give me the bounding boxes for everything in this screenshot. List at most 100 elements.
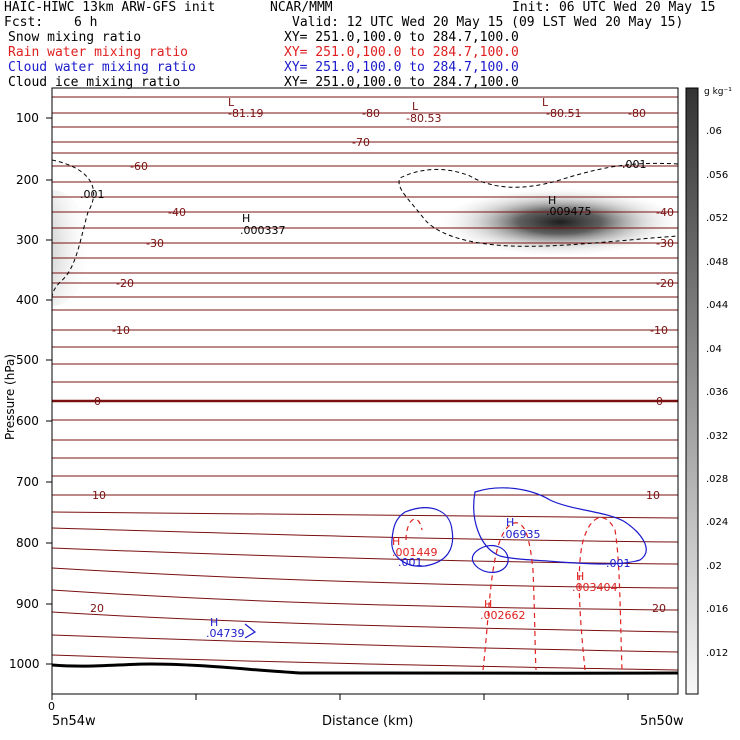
extremum-value: .003404 bbox=[572, 581, 618, 594]
colorbar-tick: .04 bbox=[706, 344, 722, 355]
isotherm-label: 0 bbox=[656, 395, 663, 408]
colorbar-ticks: .06 .056 .052 .048 .044 .04 .036 .032 .0… bbox=[706, 126, 728, 659]
y-tick-label: 500 bbox=[16, 353, 39, 367]
colorbar-unit: g kg⁻¹ bbox=[704, 87, 732, 97]
extremum-kind: H bbox=[242, 212, 250, 225]
y-tick-label: 400 bbox=[16, 293, 39, 307]
extremum-kind: H bbox=[210, 616, 218, 629]
isotherm-label: -40 bbox=[656, 206, 674, 219]
isotherm-labels: -81.19 -80 -80.53 -80.51 -80 -70 -60 -40… bbox=[80, 107, 674, 615]
extrema: L L L H .000337 H .009475 H .001449 H .0… bbox=[206, 96, 631, 640]
cloud-water-label: .001 bbox=[398, 556, 423, 569]
x-axis-label: Distance (km) bbox=[322, 714, 413, 729]
valid-time: Valid: 12 UTC Wed 20 May 15 (09 LST Wed … bbox=[292, 15, 684, 30]
cloud-ice-contour-left bbox=[52, 159, 95, 299]
isotherm-label: -80.51 bbox=[546, 107, 581, 120]
cloud-water-contours bbox=[244, 487, 647, 639]
colorbar-tick: .024 bbox=[706, 517, 728, 528]
y-tick-label: 800 bbox=[16, 536, 39, 550]
colorbar-tick: .012 bbox=[706, 648, 728, 659]
extremum-kind: L bbox=[412, 100, 419, 113]
y-tick-label: 100 bbox=[16, 111, 39, 125]
isotherm-label: .001 bbox=[80, 188, 105, 201]
isotherm-label: -10 bbox=[112, 324, 130, 337]
cloud-water-label: .001 bbox=[606, 557, 631, 570]
isotherm-label: 10 bbox=[92, 489, 106, 502]
isotherm-label: -10 bbox=[650, 324, 668, 337]
isotherm-label: .001 bbox=[622, 158, 647, 171]
colorbar-tick: .032 bbox=[706, 431, 728, 442]
cloud-ice-contour-right bbox=[398, 162, 678, 247]
isotherm-label: 20 bbox=[90, 602, 104, 615]
colorbar-tick: .06 bbox=[706, 126, 722, 137]
extremum-value: .000337 bbox=[240, 224, 286, 237]
y-axis: 100 200 300 400 500 600 700 800 900 1000 bbox=[9, 111, 52, 671]
y-tick-label: 700 bbox=[16, 475, 39, 489]
colorbar-tick: .048 bbox=[706, 257, 728, 268]
y-tick-label: 200 bbox=[16, 173, 39, 187]
field-xy-snow: XY= 251.0,100.0 to 284.7,100.0 bbox=[284, 30, 519, 45]
extremum-kind: H bbox=[548, 194, 556, 207]
y-tick-label: 300 bbox=[16, 233, 39, 247]
field-xy-cloud-ice: XY= 251.0,100.0 to 284.7,100.0 bbox=[284, 75, 519, 90]
extremum-kind: H bbox=[484, 598, 492, 611]
extremum-kind: L bbox=[228, 96, 235, 109]
isotherm-label: -81.19 bbox=[228, 107, 263, 120]
y-tick-label: 900 bbox=[16, 597, 39, 611]
plot-frame bbox=[51, 87, 679, 695]
field-xy-cloud-water: XY= 251.0,100.0 to 284.7,100.0 bbox=[284, 60, 519, 75]
isotherm-label: 0 bbox=[94, 395, 101, 408]
extremum-value: .001449 bbox=[392, 546, 438, 559]
extremum-kind: H bbox=[506, 516, 514, 529]
extremum-value: .009475 bbox=[546, 205, 592, 218]
colorbar-tick: .028 bbox=[706, 474, 728, 485]
field-xy-rain: XY= 251.0,100.0 to 284.7,100.0 bbox=[284, 45, 519, 60]
colorbar-tick: .036 bbox=[706, 387, 728, 398]
extremum-kind: L bbox=[542, 96, 549, 109]
isotherm-label: -70 bbox=[352, 136, 370, 149]
extremum-value: .002662 bbox=[480, 609, 526, 622]
org-label: NCAR/MMM bbox=[270, 0, 333, 15]
field-name-rain: Rain water mixing ratio bbox=[8, 45, 189, 60]
colorbar-tick: .02 bbox=[706, 561, 722, 572]
colorbar-tick: .052 bbox=[706, 213, 728, 224]
forecast-hours: 6 h bbox=[74, 15, 98, 30]
model-title: HAIC-HIWC 13km ARW-GFS init bbox=[4, 0, 216, 15]
isotherm-label: 10 bbox=[646, 489, 660, 502]
extremum-value: .06935 bbox=[502, 528, 541, 541]
y-axis-label: Pressure (hPa) bbox=[3, 354, 17, 440]
isotherm-label: -20 bbox=[656, 277, 674, 290]
colorbar-tick: .044 bbox=[706, 300, 728, 311]
forecast-label: Fcst: bbox=[4, 15, 44, 30]
isotherm-label: -80 bbox=[362, 107, 380, 120]
init-time: Init: 06 UTC Wed 20 May 15 bbox=[512, 0, 716, 15]
field-name-snow: Snow mixing ratio bbox=[8, 30, 142, 45]
snow-blob-left bbox=[52, 190, 90, 306]
isotherm-label: -60 bbox=[130, 160, 148, 173]
isotherm-label: 20 bbox=[652, 602, 666, 615]
colorbar bbox=[685, 87, 699, 695]
isotherm-label: -20 bbox=[116, 277, 134, 290]
extremum-value: .04739 bbox=[206, 627, 245, 640]
isotherm-label: -30 bbox=[656, 237, 674, 250]
x-start-label: 5n54w bbox=[52, 714, 96, 729]
field-name-cloud-water: Cloud water mixing ratio bbox=[8, 60, 196, 75]
field-name-cloud-ice: Cloud ice mixing ratio bbox=[8, 75, 181, 90]
y-tick-label: 1000 bbox=[9, 657, 40, 671]
isotherm-label: -40 bbox=[168, 206, 186, 219]
snow-blob-right bbox=[440, 188, 678, 256]
x-zero-label: 0 bbox=[48, 700, 55, 713]
colorbar-tick: .016 bbox=[706, 604, 728, 615]
isotherms bbox=[52, 96, 678, 671]
colorbar-tick: .056 bbox=[706, 170, 728, 181]
extremum-kind: H bbox=[576, 570, 584, 583]
terrain-surface bbox=[52, 662, 678, 675]
y-tick-label: 600 bbox=[16, 414, 39, 428]
x-end-label: 5n50w bbox=[640, 714, 684, 729]
extremum-kind: H bbox=[392, 535, 400, 548]
isotherm-label: -30 bbox=[146, 237, 164, 250]
rain-water-contours bbox=[405, 517, 623, 671]
isotherm-label: -80.53 bbox=[406, 112, 441, 125]
x-axis bbox=[51, 694, 629, 700]
